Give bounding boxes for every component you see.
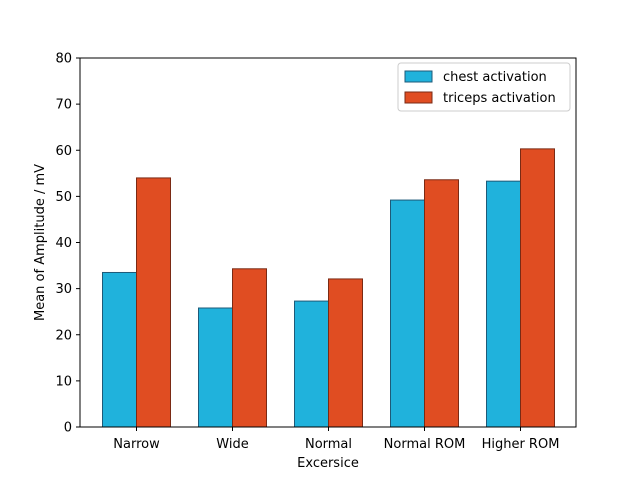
- y-axis-label: Mean of Amplitude / mV: [33, 164, 48, 321]
- bars-layer: [102, 148, 555, 428]
- y-tick-label: 40: [55, 236, 72, 251]
- y-tick-label: 80: [55, 52, 72, 67]
- y-tick-label: 70: [55, 98, 72, 113]
- y-tick-label: 50: [55, 190, 72, 205]
- legend-swatch-1: [404, 91, 433, 104]
- y-tick-label: 10: [55, 374, 72, 389]
- legend: chest activation triceps activation: [397, 62, 571, 112]
- bar-chest-0: [102, 271, 137, 428]
- legend-label-1: triceps activation: [443, 91, 556, 106]
- x-axis-label: Excersice: [297, 456, 359, 471]
- y-tick-label: 0: [64, 421, 72, 436]
- y-tick-label: 60: [55, 144, 72, 159]
- legend-swatch-0: [404, 70, 433, 83]
- x-axis: Narrow Wide Normal Normal ROM Higher ROM: [113, 427, 559, 452]
- bar-chest-3: [390, 199, 425, 428]
- bar-triceps-4: [520, 148, 555, 428]
- y-axis: 0 10 20 30 40 50 60 70 80: [55, 52, 80, 436]
- bar-triceps-1: [232, 268, 267, 428]
- legend-box: [397, 62, 571, 112]
- bar-triceps-3: [424, 179, 459, 428]
- y-tick-label: 20: [55, 328, 72, 343]
- x-tick-label: Wide: [216, 437, 248, 452]
- y-tick-label: 30: [55, 282, 72, 297]
- bar-triceps-0: [136, 177, 171, 428]
- x-tick-label: Narrow: [113, 437, 160, 452]
- bar-chest-4: [486, 180, 521, 428]
- x-tick-label: Higher ROM: [482, 437, 560, 452]
- x-tick-label: Normal: [305, 437, 352, 452]
- legend-label-0: chest activation: [443, 70, 547, 85]
- bar-chest-1: [198, 307, 233, 428]
- bar-triceps-2: [328, 278, 363, 428]
- bar-chest-2: [294, 300, 329, 428]
- x-tick-label: Normal ROM: [384, 437, 466, 452]
